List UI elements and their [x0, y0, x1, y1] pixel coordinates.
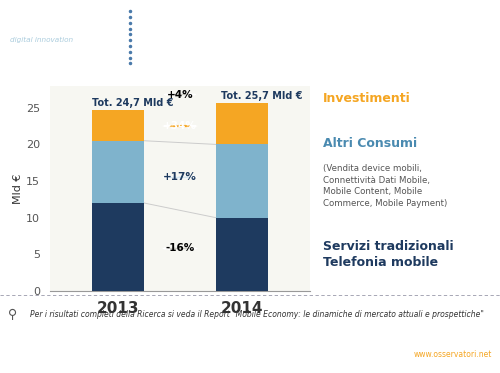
Bar [216, 218, 268, 291]
Text: 21 Maggio 2015: 21 Maggio 2015 [219, 350, 281, 359]
Text: le dinamiche di mercato nel 2014: le dinamiche di mercato nel 2014 [145, 46, 472, 64]
Text: Tot. 24,7 Mld €: Tot. 24,7 Mld € [92, 98, 174, 108]
Text: ⚲: ⚲ [8, 308, 17, 321]
Text: digital innovation: digital innovation [10, 37, 73, 43]
Polygon shape [162, 247, 198, 250]
Polygon shape [164, 93, 196, 96]
Text: Tot. 25,7 Mld €: Tot. 25,7 Mld € [221, 91, 302, 101]
Text: Servizi tradizionali
Telefonia mobile: Servizi tradizionali Telefonia mobile [323, 240, 454, 269]
Text: Altri Consumi: Altri Consumi [323, 137, 418, 150]
Text: Investimenti: Investimenti [323, 92, 411, 105]
Text: (Vendita device mobili,
Connettività Dati Mobile,
Mobile Content, Mobile
Commerc: (Vendita device mobili, Connettività Dat… [323, 164, 448, 208]
Text: -16%: -16% [166, 244, 194, 253]
Text: Per i risultati completi della Ricerca si veda il Report "Mobile Economy: le din: Per i risultati completi della Ricerca s… [30, 310, 484, 319]
Text: +17%: +17% [163, 172, 197, 182]
Bar [216, 103, 268, 144]
Bar [92, 203, 144, 291]
Y-axis label: Mld €: Mld € [14, 173, 24, 204]
Text: OSSERVATORI.NET: OSSERVATORI.NET [10, 16, 83, 25]
Text: +34%: +34% [163, 121, 197, 131]
Bar [92, 110, 144, 141]
Text: Mobile Economy:: Mobile Economy: [145, 15, 324, 34]
Bar [216, 144, 268, 218]
Text: www.osservatori.net: www.osservatori.net [414, 350, 492, 359]
Text: Mobile Economy: la via per la digitalizzazione del Paese: Mobile Economy: la via per la digitalizz… [8, 350, 221, 359]
Polygon shape [162, 176, 198, 179]
Bar [92, 141, 144, 203]
Polygon shape [162, 125, 198, 128]
Text: +4%: +4% [166, 90, 194, 100]
